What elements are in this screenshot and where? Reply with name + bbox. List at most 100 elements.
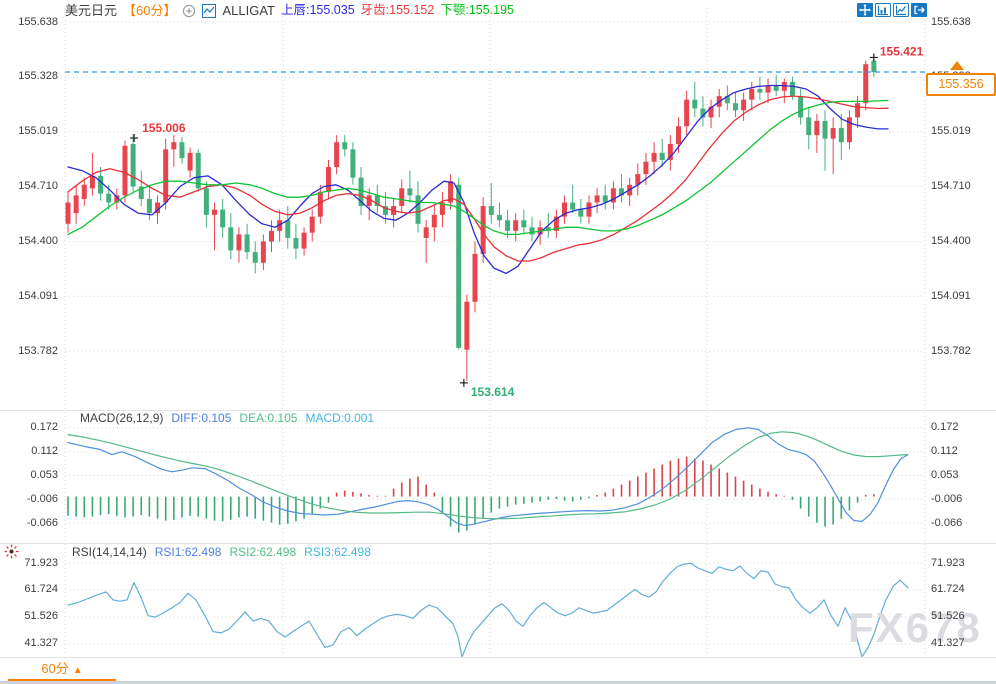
candle	[220, 198, 226, 238]
rsi-params: RSI(14,14,14)	[72, 545, 147, 559]
candle	[301, 227, 307, 256]
period-label: 【60分】	[123, 3, 177, 18]
rsi-axis-label: 71.923	[24, 556, 58, 569]
watermark: FX678	[848, 604, 982, 651]
candle	[293, 223, 299, 260]
alligator-jaw-value: 下颚:155.195	[440, 3, 515, 17]
dropdown-arrow-icon: ▲	[72, 665, 83, 676]
rsi-axis-label: 41.327	[931, 637, 965, 650]
candle	[741, 92, 747, 121]
rsi-axis-label: 61.724	[931, 583, 965, 596]
candle	[651, 142, 657, 175]
candle	[480, 197, 486, 263]
macd-axis-label: 0.053	[30, 468, 58, 481]
macd-histogram	[67, 456, 875, 533]
line-chart-icon[interactable]	[893, 3, 909, 17]
period-tab[interactable]: 60分 ▲	[8, 658, 116, 681]
candle	[350, 142, 356, 185]
local-high-label: 155.006	[142, 121, 186, 135]
macd-axis-label: -0.006	[26, 492, 58, 505]
candle	[171, 135, 177, 168]
macd-axis-label: 0.112	[31, 445, 58, 458]
price-axis-label: 154.091	[931, 289, 971, 302]
price-axis-label: 154.400	[931, 234, 971, 247]
rsi-line	[67, 562, 909, 657]
candle	[553, 209, 559, 238]
alligator-teeth-line	[67, 95, 889, 262]
candle	[391, 198, 397, 228]
candle	[667, 135, 673, 171]
macd-axis-label: 0.053	[931, 468, 959, 481]
bar-chart-icon[interactable]	[875, 3, 891, 17]
rsi-axis-label: 71.923	[931, 556, 965, 569]
scroll-to-latest-icon[interactable]	[950, 61, 964, 70]
macd-axis-label: -0.066	[931, 516, 963, 529]
candle	[521, 209, 527, 235]
candle	[236, 227, 242, 263]
price-axis-label: 154.400	[18, 234, 58, 247]
candle	[659, 138, 665, 168]
candle	[765, 78, 771, 104]
candle	[130, 134, 136, 192]
candlestick-series	[65, 60, 877, 381]
add-indicator-icon[interactable]	[182, 4, 196, 18]
candle	[635, 163, 641, 196]
candle	[513, 213, 519, 242]
price-axis-label: 154.710	[931, 180, 971, 193]
candle	[325, 159, 331, 199]
current-price-tag: 155.356	[926, 73, 996, 96]
candle	[627, 177, 633, 207]
candle	[594, 188, 600, 214]
candle	[562, 195, 568, 224]
price-axis-label: 153.782	[931, 344, 971, 357]
low-label: 153.614	[471, 385, 515, 399]
rsi-panel	[67, 562, 909, 657]
candle	[317, 184, 323, 224]
price-axis-label: 155.019	[931, 125, 971, 138]
rsi-axis-label: 51.526	[931, 610, 965, 623]
price-markers: 155.006 153.614 155.421	[130, 44, 924, 399]
candle	[814, 113, 820, 153]
exit-icon[interactable]	[911, 3, 927, 17]
alligator-indicator-icon[interactable]	[202, 3, 217, 18]
macd-axis-label: 0.172	[30, 421, 58, 434]
alligator-lips-value: 上唇:155.035	[281, 3, 355, 17]
candle	[578, 198, 584, 224]
rsi3-value: RSI3:62.498	[304, 545, 371, 559]
rsi1-value: RSI1:62.498	[154, 545, 222, 559]
price-axis-label: 154.710	[18, 180, 58, 193]
candle	[342, 135, 348, 157]
alligator-lines	[67, 84, 889, 275]
candle	[692, 81, 698, 118]
candle	[586, 195, 592, 224]
grid	[0, 8, 996, 658]
period-tab-label: 60分	[41, 661, 69, 676]
candle	[334, 135, 340, 175]
rsi-header: RSI(14,14,14) RSI1:62.498 RSI2:62.498 RS…	[72, 545, 371, 560]
bottom-border	[0, 681, 996, 684]
indicator-marker-icon[interactable]	[3, 543, 20, 565]
candle	[496, 202, 502, 228]
candle	[529, 216, 535, 242]
candle	[602, 184, 608, 210]
candle	[619, 174, 625, 203]
rsi2-value: RSI2:62.498	[229, 545, 297, 559]
candle	[285, 206, 291, 249]
macd-header: MACD(26,12,9) DIFF:0.105 DEA:0.105 MACD:…	[80, 411, 374, 426]
candle	[399, 179, 405, 214]
candle	[407, 170, 413, 203]
price-axis-label: 153.782	[18, 344, 58, 357]
candle	[806, 106, 812, 150]
candle	[700, 96, 706, 127]
macd-diff-line	[67, 427, 909, 526]
candle	[366, 188, 372, 221]
time-axis-bar: 60分 ▲	[0, 658, 996, 681]
move-icon[interactable]	[857, 3, 873, 17]
candle	[798, 89, 804, 125]
indicator-name: ALLIGAT	[222, 3, 275, 18]
price-axis-label: 155.638	[18, 15, 58, 28]
candle	[114, 188, 120, 210]
candle	[871, 60, 877, 77]
